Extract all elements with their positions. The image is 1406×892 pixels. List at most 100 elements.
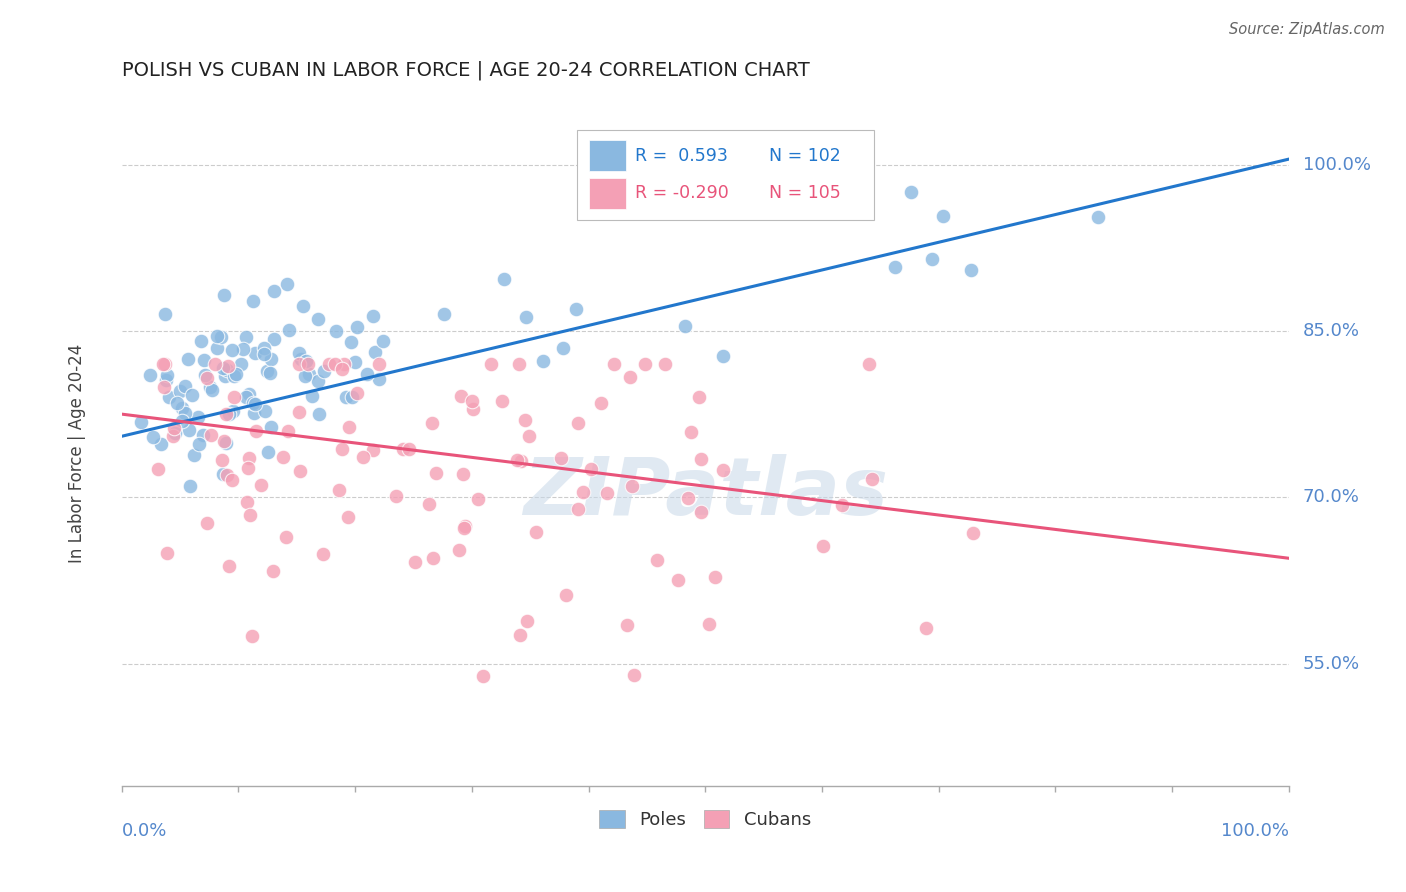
Text: 0.0%: 0.0%	[122, 822, 167, 840]
Point	[323, 357, 346, 371]
Point	[689, 505, 711, 519]
Point	[166, 396, 188, 410]
Point	[191, 428, 214, 442]
Point	[352, 450, 374, 464]
Point	[207, 341, 229, 355]
Point	[271, 450, 294, 464]
Text: N = 102: N = 102	[769, 146, 841, 164]
Point	[278, 323, 301, 337]
Point	[138, 368, 160, 383]
Point	[217, 363, 239, 377]
Point	[157, 390, 180, 404]
Point	[330, 442, 353, 456]
Point	[422, 416, 444, 430]
Point	[571, 484, 593, 499]
Point	[385, 489, 408, 503]
Legend: Poles, Cubans: Poles, Cubans	[592, 803, 818, 837]
Point	[200, 427, 222, 442]
Point	[510, 454, 533, 468]
Point	[231, 357, 253, 371]
Point	[673, 319, 696, 334]
Text: N = 105: N = 105	[769, 185, 841, 202]
Point	[450, 389, 472, 403]
Point	[222, 404, 245, 418]
Point	[238, 450, 260, 465]
FancyBboxPatch shape	[589, 140, 626, 171]
FancyBboxPatch shape	[576, 130, 875, 220]
Point	[187, 410, 209, 425]
Point	[263, 284, 285, 298]
Point	[256, 364, 278, 378]
Point	[301, 388, 323, 402]
Point	[526, 524, 548, 539]
Point	[346, 385, 368, 400]
Point	[236, 495, 259, 509]
Point	[666, 573, 689, 587]
Point	[333, 357, 356, 371]
Text: 100.0%: 100.0%	[1220, 822, 1289, 840]
Point	[623, 668, 645, 682]
Point	[172, 401, 194, 416]
Point	[1087, 210, 1109, 224]
Point	[508, 357, 530, 371]
Point	[253, 346, 276, 360]
Point	[242, 396, 264, 410]
Point	[932, 210, 955, 224]
Point	[690, 452, 713, 467]
Point	[277, 424, 299, 438]
Point	[513, 413, 536, 427]
Point	[156, 368, 179, 383]
Point	[292, 299, 315, 313]
Point	[479, 357, 502, 371]
Point	[418, 497, 440, 511]
Text: POLISH VS CUBAN IN LABOR FORCE | AGE 20-24 CORRELATION CHART: POLISH VS CUBAN IN LABOR FORCE | AGE 20-…	[122, 61, 810, 80]
Point	[346, 319, 368, 334]
Point	[398, 442, 420, 457]
Point	[567, 416, 589, 430]
Point	[591, 396, 613, 410]
Point	[703, 570, 725, 584]
Text: ZIPatlas: ZIPatlas	[523, 454, 887, 532]
Point	[619, 369, 641, 384]
Point	[214, 369, 236, 384]
Point	[218, 407, 240, 421]
Point	[337, 420, 360, 434]
Point	[422, 550, 444, 565]
Point	[183, 448, 205, 462]
Point	[195, 516, 218, 530]
Point	[848, 166, 870, 180]
Point	[146, 462, 169, 476]
Point	[169, 384, 191, 399]
Point	[492, 272, 515, 286]
Point	[179, 423, 201, 437]
Point	[312, 364, 335, 378]
Point	[253, 404, 276, 418]
Point	[336, 509, 359, 524]
FancyBboxPatch shape	[589, 178, 626, 209]
Point	[260, 420, 283, 434]
Point	[603, 357, 626, 371]
Point	[153, 380, 176, 394]
Point	[307, 311, 329, 326]
Point	[516, 614, 538, 628]
Point	[287, 405, 309, 419]
Point	[221, 474, 243, 488]
Point	[214, 434, 236, 449]
Point	[235, 330, 257, 344]
Point	[201, 383, 224, 397]
Point	[245, 424, 267, 438]
Point	[239, 508, 262, 523]
Point	[325, 324, 347, 338]
Point	[224, 368, 246, 383]
Point	[620, 478, 643, 492]
Point	[190, 334, 212, 348]
Point	[860, 472, 883, 486]
Point	[616, 617, 638, 632]
Point	[263, 564, 285, 578]
Point	[811, 539, 834, 553]
Point	[179, 479, 201, 493]
Point	[298, 368, 321, 382]
Point	[453, 521, 475, 535]
Point	[288, 357, 311, 371]
Point	[152, 357, 174, 371]
